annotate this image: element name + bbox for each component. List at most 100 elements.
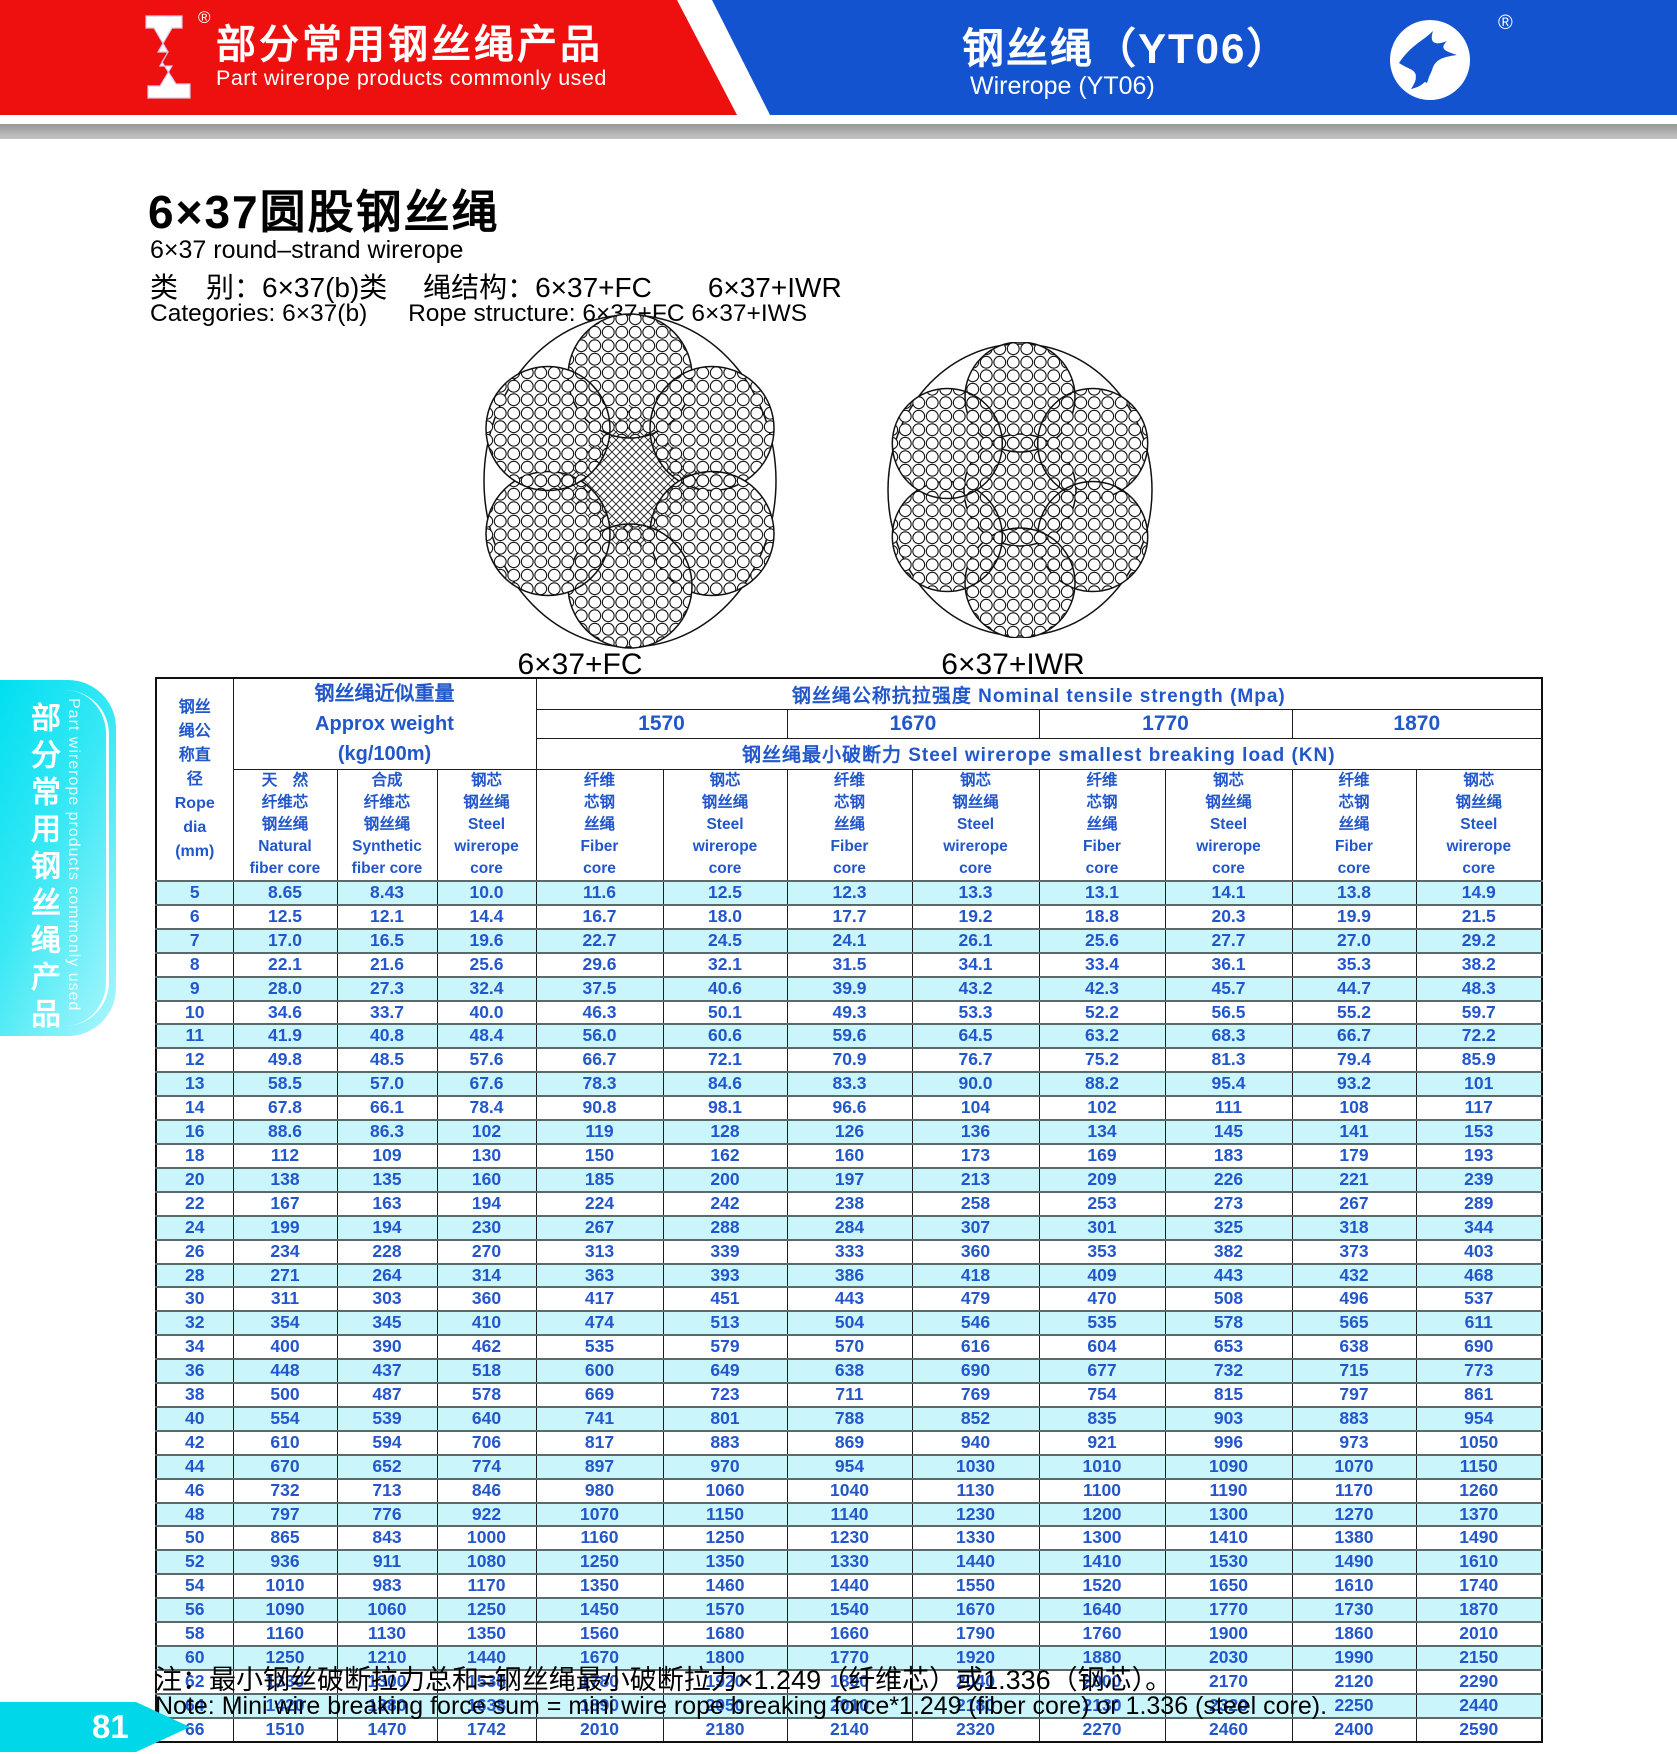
value-cell: 41.9 bbox=[232, 1023, 338, 1049]
value-cell: 1900 bbox=[1164, 1621, 1293, 1646]
value-cell: 2010 bbox=[786, 1692, 913, 1718]
wirerope-spec-table: 钢丝 绳公 称直 径 Rope dia (mm) 钢丝绳近似重量 Approx … bbox=[155, 677, 1544, 1743]
value-cell: 33.7 bbox=[336, 999, 438, 1025]
value-cell: 273 bbox=[1164, 1190, 1293, 1216]
value-cell: 79.4 bbox=[1291, 1047, 1417, 1073]
banner-title-en: Part wirerope products commonly used bbox=[216, 66, 607, 90]
value-cell: 136 bbox=[911, 1119, 1040, 1144]
value-cell: 400 bbox=[232, 1334, 338, 1360]
value-cell: 313 bbox=[535, 1238, 664, 1264]
value-cell: 197 bbox=[786, 1166, 913, 1192]
value-cell: 437 bbox=[336, 1358, 438, 1384]
value-cell: 539 bbox=[336, 1405, 438, 1431]
value-cell: 66.1 bbox=[336, 1095, 438, 1121]
value-cell: 238 bbox=[786, 1190, 913, 1216]
value-cell: 354 bbox=[232, 1310, 338, 1336]
value-cell: 58.5 bbox=[232, 1071, 338, 1097]
value-cell: 1080 bbox=[436, 1549, 537, 1575]
rope-dia-cell: 10 bbox=[155, 999, 234, 1025]
value-cell: 66.7 bbox=[535, 1047, 664, 1073]
value-cell: 17.0 bbox=[232, 927, 338, 953]
company-logo-icon bbox=[145, 15, 191, 99]
banner-title-zh: 部分常用钢丝绳产品 bbox=[216, 23, 603, 67]
value-cell: 258 bbox=[911, 1190, 1040, 1216]
strength-1770: 1770 bbox=[1038, 709, 1293, 739]
value-cell: 25.6 bbox=[1038, 927, 1166, 953]
value-cell: 1770 bbox=[786, 1645, 913, 1670]
value-cell: 1130 bbox=[911, 1477, 1040, 1503]
value-cell: 213 bbox=[911, 1166, 1040, 1192]
rope-dia-cell: 62 bbox=[155, 1668, 234, 1694]
value-cell: 228 bbox=[336, 1238, 438, 1264]
value-cell: 35.3 bbox=[1291, 951, 1417, 977]
value-cell: 670 bbox=[232, 1453, 338, 1479]
value-cell: 12.3 bbox=[786, 880, 913, 905]
value-cell: 462 bbox=[436, 1334, 537, 1360]
rope-dia-cell: 5 bbox=[155, 880, 234, 905]
value-cell: 1670 bbox=[535, 1645, 664, 1670]
registered-mark-icon: ® bbox=[1498, 12, 1513, 34]
value-cell: 1450 bbox=[535, 1597, 664, 1623]
value-cell: 2170 bbox=[1164, 1668, 1293, 1694]
value-cell: 93.2 bbox=[1291, 1071, 1417, 1097]
value-cell: 578 bbox=[436, 1382, 537, 1407]
value-cell: 940 bbox=[911, 1429, 1040, 1455]
value-cell: 360 bbox=[911, 1238, 1040, 1264]
value-cell: 1780 bbox=[535, 1668, 664, 1694]
header-row-1: 钢丝 绳公 称直 径 Rope dia (mm) 钢丝绳近似重量 Approx … bbox=[155, 677, 1543, 882]
value-cell: 138 bbox=[232, 1166, 338, 1192]
subheader-steel-core-1870: 钢芯 钢丝绳 Steel wirerope core bbox=[1415, 769, 1543, 882]
value-cell: 333 bbox=[786, 1238, 913, 1264]
value-cell: 754 bbox=[1038, 1382, 1166, 1407]
value-cell: 980 bbox=[535, 1477, 664, 1503]
value-cell: 14.4 bbox=[436, 903, 537, 929]
table-row: 54 1010 983 1170 1350 1460 1440 1550 1520 1650 161… bbox=[155, 1573, 1543, 1599]
value-cell: 55.2 bbox=[1291, 999, 1417, 1025]
value-cell: 13.8 bbox=[1291, 880, 1417, 905]
value-cell: 84.6 bbox=[662, 1071, 788, 1097]
value-cell: 1130 bbox=[336, 1621, 438, 1646]
value-cell: 289 bbox=[1415, 1190, 1543, 1216]
value-cell: 1010 bbox=[232, 1573, 338, 1599]
value-cell: 353 bbox=[1038, 1238, 1166, 1264]
value-cell: 49.8 bbox=[232, 1047, 338, 1073]
value-cell: 194 bbox=[436, 1190, 537, 1216]
rope-dia-cell: 46 bbox=[155, 1477, 234, 1503]
subheader-fiber-core-1870: 纤维 芯钢 丝绳 Fiber core bbox=[1291, 769, 1417, 882]
value-cell: 301 bbox=[1038, 1214, 1166, 1240]
value-cell: 67.6 bbox=[436, 1071, 537, 1097]
value-cell: 1070 bbox=[535, 1501, 664, 1527]
value-cell: 1370 bbox=[1415, 1501, 1543, 1527]
value-cell: 8.43 bbox=[336, 880, 438, 905]
value-cell: 386 bbox=[786, 1262, 913, 1288]
value-cell: 690 bbox=[911, 1358, 1040, 1384]
value-cell: 199 bbox=[232, 1214, 338, 1240]
value-cell: 16.5 bbox=[336, 927, 438, 953]
page-title-en: 6×37 round–strand wirerope bbox=[150, 236, 464, 264]
value-cell: 922 bbox=[436, 1501, 537, 1527]
value-cell: 861 bbox=[1415, 1382, 1543, 1407]
value-cell: 163 bbox=[336, 1190, 438, 1216]
value-cell: 160 bbox=[436, 1166, 537, 1192]
value-cell: 723 bbox=[662, 1382, 788, 1407]
diagram-label-fc: 6×37+FC bbox=[517, 648, 643, 681]
value-cell: 36.1 bbox=[1164, 951, 1293, 977]
header-row-3: 钢丝绳最小破断力 Steel wirerope smallest breakin… bbox=[156, 737, 1543, 771]
value-cell: 432 bbox=[1291, 1262, 1417, 1288]
value-cell: 1090 bbox=[1164, 1453, 1293, 1479]
header-rope-dia: 钢丝 绳公 称直 径 Rope dia (mm) bbox=[155, 677, 234, 882]
table-row: 34 400 390 462 535 579 570 616 604 653 638 690 bbox=[155, 1334, 1543, 1360]
value-cell: 1490 bbox=[1291, 1549, 1417, 1575]
table-row: 14 67.8 66.1 78.4 90.8 98.1 96.6 104 102 111 108 11… bbox=[155, 1095, 1543, 1121]
value-cell: 101 bbox=[1415, 1071, 1543, 1097]
table-row: 12 49.8 48.5 57.6 66.7 72.1 70.9 76.7 75.2 81.3 79… bbox=[155, 1047, 1543, 1073]
value-cell: 546 bbox=[911, 1310, 1040, 1336]
value-cell: 921 bbox=[1038, 1429, 1166, 1455]
value-cell: 64.5 bbox=[911, 1023, 1040, 1049]
table-row: 64 1420 1380 1638 1890 2050 2010 2180 2130 2320 22… bbox=[155, 1692, 1543, 1718]
value-cell: 970 bbox=[662, 1453, 788, 1479]
value-cell: 788 bbox=[786, 1405, 913, 1431]
header-tensile-strength: 钢丝绳公称抗拉强度 Nominal tensile strength (Mpa) bbox=[535, 677, 1543, 711]
table-row: 7 17.0 16.5 19.6 22.7 24.5 24.1 26.1 25.6 27.7 27.… bbox=[155, 927, 1543, 953]
value-cell: 267 bbox=[1291, 1190, 1417, 1216]
